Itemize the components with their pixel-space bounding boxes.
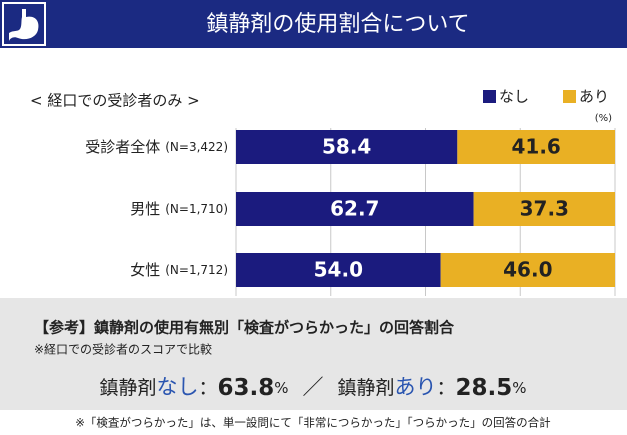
bar-segment	[236, 130, 458, 164]
category-note: (N=1,712)	[165, 263, 228, 277]
bar-segment	[473, 192, 615, 226]
category-label: 女性 (N=1,712)	[130, 261, 228, 279]
prefix: 鎮静剤	[338, 377, 395, 399]
category-name: 女性	[130, 261, 160, 279]
subtitle: < 経口での受診者のみ >	[30, 92, 200, 110]
legend-swatch	[563, 90, 576, 103]
value-label: 46.0	[503, 258, 552, 282]
reference-stats: 鎮静剤なし：63.8% ／鎮静剤あり：28.5%	[99, 375, 526, 401]
category-label: 男性 (N=1,710)	[130, 200, 228, 218]
value-label: 62.7	[330, 197, 379, 221]
legend-label: あり	[579, 88, 609, 106]
category-note: (N=3,422)	[165, 140, 228, 154]
prefix: 鎮静剤	[99, 377, 156, 399]
legend-label: なし	[499, 88, 529, 106]
bar-segment	[236, 192, 474, 226]
colon: ：	[198, 377, 217, 399]
header-title: 鎮静剤の使用割合について	[206, 12, 469, 37]
category-note: (N=1,710)	[165, 202, 228, 216]
category-name: 男性	[130, 200, 160, 218]
legend-swatch	[483, 90, 496, 103]
bar-segment	[236, 253, 441, 287]
value: 28.5	[456, 375, 513, 401]
stomach-icon	[9, 9, 39, 41]
separator: ／	[303, 375, 324, 399]
value-label: 54.0	[314, 258, 363, 282]
footnote: ※「検査がつらかった」は、単一設問にて「非常につらかった」「つらかった」の回答の…	[75, 416, 550, 430]
bar-segment	[440, 253, 615, 287]
header-bar	[0, 0, 627, 48]
category-label: 受診者全体 (N=3,422)	[85, 138, 228, 156]
unit: %	[274, 379, 288, 397]
unit-label: (%)	[595, 113, 612, 124]
reference-title: 【参考】鎮静剤の使用有無別「検査がつらかった」の回答割合	[34, 319, 455, 337]
value-label: 58.4	[322, 135, 371, 159]
label: なし	[156, 375, 198, 399]
value-label: 37.3	[520, 197, 569, 221]
reference-box	[0, 298, 627, 410]
category-name: 受診者全体	[85, 138, 160, 156]
reference-note: ※経口での受診者のスコアで比較	[34, 342, 212, 357]
value: 63.8	[217, 375, 274, 401]
colon: ：	[437, 377, 456, 399]
value-label: 41.6	[511, 135, 560, 159]
unit: %	[512, 379, 526, 397]
label: あり	[395, 375, 437, 399]
bar-segment	[457, 130, 615, 164]
